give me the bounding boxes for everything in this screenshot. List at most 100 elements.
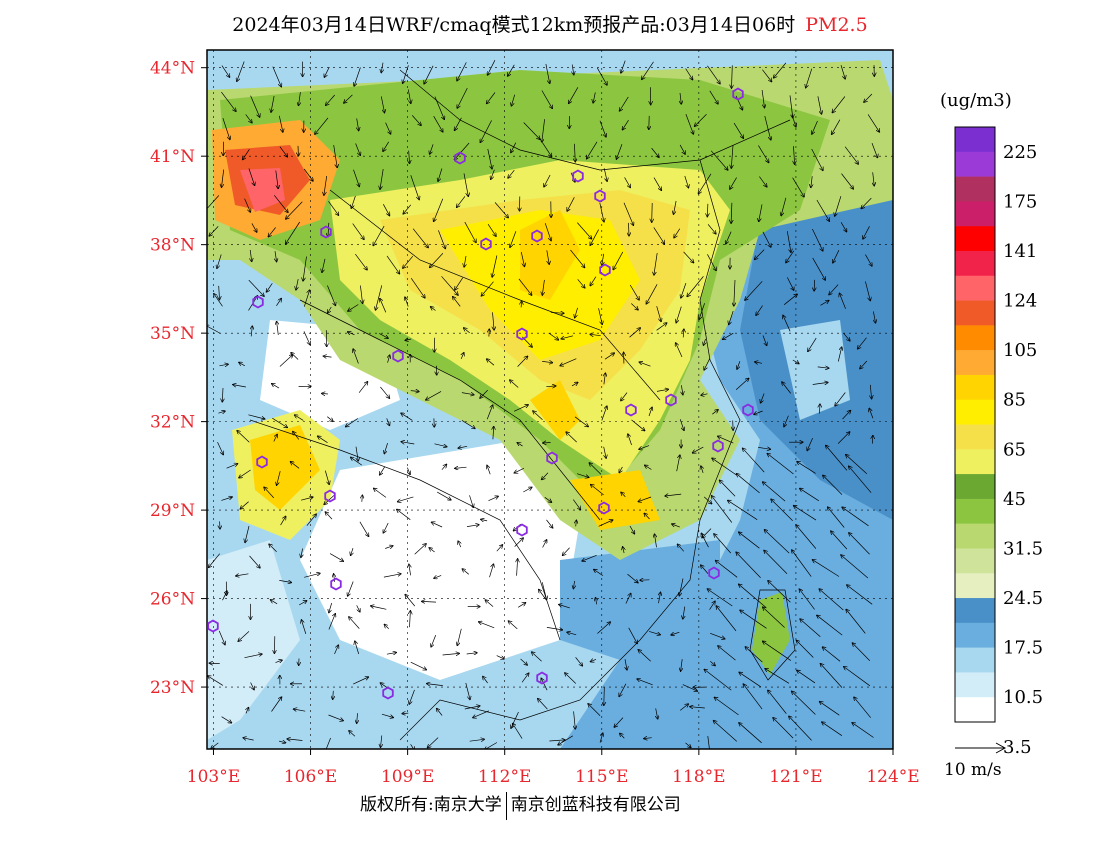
- city-station-marker: [207, 619, 219, 633]
- city-station-marker: [256, 455, 268, 469]
- legend-swatch: [955, 176, 995, 202]
- wind-arrow: [674, 228, 681, 238]
- wind-arrow: [428, 737, 439, 748]
- wind-arrow: [245, 525, 250, 543]
- wind-arrow: [462, 569, 470, 575]
- wind-arrow: [571, 382, 578, 387]
- wind-arrow: [819, 589, 844, 611]
- wind-arrow: [250, 682, 255, 690]
- wind-arrow: [709, 601, 716, 610]
- wind-arrow: [701, 466, 703, 474]
- wind-arrow: [357, 713, 358, 723]
- wind-arrow: [359, 521, 369, 537]
- wind-arrow: [381, 735, 382, 748]
- wind-arrow: [733, 122, 743, 138]
- wind-arrow: [786, 277, 794, 290]
- wind-arrow: [704, 358, 711, 370]
- wind-arrow: [520, 252, 524, 266]
- wind-arrow: [513, 405, 528, 412]
- wind-arrow: [731, 145, 733, 168]
- wind-arrow: [401, 413, 413, 421]
- wind-arrow: [621, 60, 626, 73]
- wind-arrow: [494, 202, 508, 217]
- wind-arrow: [458, 541, 461, 548]
- wind-arrow: [493, 427, 494, 440]
- wind-arrow: [517, 443, 523, 447]
- wind-arrow: [789, 716, 812, 741]
- wind-arrow: [710, 150, 728, 170]
- wind-arrow: [762, 231, 771, 247]
- wind-arrow: [485, 742, 498, 749]
- wind-arrow: [351, 457, 363, 466]
- wind-arrow: [301, 620, 307, 635]
- wind-arrow: [402, 713, 409, 714]
- lon-label: 103°E: [187, 767, 240, 787]
- title-main: 2024年03月14日WRF/cmaq模式12km预报产品:03月14日06时: [232, 14, 796, 36]
- wind-arrow: [542, 279, 544, 295]
- wind-arrow: [800, 488, 819, 502]
- city-station-marker: [742, 403, 754, 417]
- wind-arrow: [843, 332, 850, 341]
- wind-arrow: [244, 198, 251, 213]
- wind-arrow: [356, 605, 360, 611]
- wind-arrow: [405, 595, 416, 607]
- wind-arrow: [745, 647, 763, 663]
- wind-arrow: [819, 404, 820, 414]
- wind-arrow: [685, 113, 694, 134]
- wind-arrow: [708, 736, 710, 749]
- wind-arrow: [410, 278, 425, 298]
- wind-arrow: [397, 509, 411, 520]
- wind-arrow: [323, 356, 332, 357]
- city-station-marker: [665, 393, 677, 407]
- wind-arrow: [567, 197, 575, 211]
- wind-arrow: [266, 283, 273, 292]
- wind-arrow: [572, 64, 574, 75]
- wind-arrow: [576, 473, 589, 478]
- wind-arrow: [656, 708, 658, 719]
- wind-arrow: [374, 488, 387, 498]
- wind-arrow: [218, 411, 225, 413]
- wind-arrow: [679, 578, 684, 596]
- wind-arrow: [812, 382, 828, 384]
- wind-arrow: [299, 92, 301, 105]
- wind-arrow: [720, 480, 736, 497]
- wind-arrow: [698, 173, 712, 194]
- wind-arrow: [480, 120, 492, 142]
- wind-arrow: [287, 739, 303, 741]
- wind-arrow: [334, 645, 339, 655]
- wind-arrow: [384, 442, 388, 454]
- wind-arrow: [842, 507, 869, 527]
- wind-arrow: [539, 590, 547, 601]
- wind-arrow: [318, 436, 328, 443]
- wind-arrow: [487, 148, 492, 169]
- latitude-labels: 44°N 41°N 38°N 35°N 32°N 29°N 26°N 23°N: [150, 59, 195, 698]
- wind-arrow: [433, 116, 443, 132]
- wind-arrow: [360, 285, 362, 304]
- city-station-marker: [480, 237, 492, 251]
- wind-arrow: [486, 405, 493, 420]
- wind-arrow: [743, 684, 763, 710]
- wind-arrow: [812, 257, 826, 280]
- city-station-marker: [594, 189, 606, 203]
- wind-arrow: [762, 69, 771, 82]
- city-station-marker: [516, 327, 528, 341]
- wind-arrow: [411, 115, 421, 125]
- wind-arrow: [685, 742, 691, 748]
- wind-arrow: [541, 90, 552, 109]
- wind-arrow: [828, 507, 845, 528]
- wind-arrow: [739, 723, 762, 744]
- wind-arrow: [333, 690, 334, 700]
- wind-arrow: [441, 276, 459, 295]
- wind-arrow: [756, 305, 763, 316]
- wind-arrow: [873, 311, 875, 323]
- wind-arrow: [373, 225, 385, 245]
- wind-arrow: [487, 465, 491, 475]
- wind-arrow: [781, 197, 787, 216]
- wind-arrow: [329, 553, 343, 562]
- wind-arrow: [324, 66, 330, 77]
- wind-arrow: [407, 467, 410, 475]
- wind-arrow: [604, 353, 614, 360]
- wind-arrow: [244, 654, 263, 659]
- wind-arrow: [251, 326, 252, 337]
- wind-arrow: [237, 61, 245, 82]
